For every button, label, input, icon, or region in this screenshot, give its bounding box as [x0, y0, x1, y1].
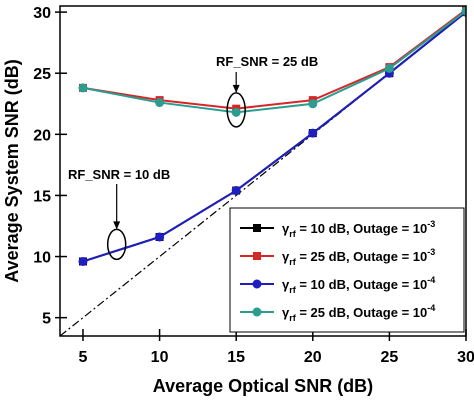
legend-label-part: -3: [427, 247, 435, 257]
y-tick-label: 30: [33, 5, 51, 22]
series-4-point: [461, 6, 466, 16]
annotation-label: RF_SNR = 10 dB: [68, 167, 170, 182]
legend-label-part: γ: [282, 249, 290, 264]
y-tick-label: 5: [42, 311, 51, 328]
series-4-point: [155, 98, 165, 108]
series-3-point: [155, 232, 165, 242]
annotation-label: RF_SNR = 25 dB: [216, 54, 318, 69]
x-tick-label: 25: [380, 349, 398, 366]
legend-label-part: -4: [427, 275, 435, 285]
plot-frame: [59, 5, 467, 337]
x-axis-title: Average Optical SNR (dB): [153, 376, 373, 396]
annotation-ellipse: [106, 228, 127, 261]
legend-swatch-marker: [253, 252, 261, 260]
legend-label-part: -4: [427, 303, 435, 313]
x-tick-label: 30: [457, 349, 474, 366]
legend-label: γrf = 25 dB, Outage = 10-3: [282, 247, 435, 267]
legend-label-part: γ: [282, 305, 290, 320]
series-4-point: [231, 107, 241, 117]
series-4-point: [384, 63, 394, 73]
legend-label-part: rf: [289, 229, 297, 239]
legend-label-part: rf: [289, 313, 297, 323]
legend-label-part: = 10 dB, Outage = 10: [296, 277, 428, 292]
series-3-point: [308, 128, 318, 138]
y-tick-label: 15: [33, 188, 51, 205]
legend-label-part: = 25 dB, Outage = 10: [296, 305, 428, 320]
y-tick-label: 20: [33, 127, 51, 144]
legend-label-part: -3: [427, 219, 435, 229]
legend-label: γrf = 10 dB, Outage = 10-4: [282, 275, 435, 295]
annotation-arrowhead: [232, 84, 240, 93]
legend-label-part: = 10 dB, Outage = 10: [296, 221, 428, 236]
y-tick-label: 25: [33, 66, 51, 83]
series-4-line: [82, 10, 466, 114]
legend-swatch-marker: [253, 224, 261, 232]
legend-label-part: = 25 dB, Outage = 10: [296, 249, 428, 264]
legend-label: γrf = 10 dB, Outage = 10-3: [282, 219, 435, 239]
y-tick-label: 10: [33, 250, 51, 267]
legend-label-part: γ: [282, 221, 290, 236]
x-tick-label: 5: [79, 349, 88, 366]
series-3-point: [78, 256, 88, 266]
series-4: [78, 6, 466, 117]
x-tick-label: 15: [227, 349, 245, 366]
legend-label: γrf = 25 dB, Outage = 10-4: [282, 303, 435, 323]
y-axis-title: Average System SNR (dB): [2, 59, 22, 282]
series-4-point: [308, 99, 318, 109]
series-3-point: [231, 186, 241, 196]
legend-label-part: rf: [289, 285, 297, 295]
legend-label-part: rf: [289, 257, 297, 267]
series-3-line: [82, 11, 466, 263]
x-tick-label: 10: [151, 349, 169, 366]
legend-swatch-marker: [252, 307, 262, 317]
legend-label-part: γ: [282, 277, 290, 292]
series-4-point: [78, 83, 88, 93]
annotation-arrowhead: [113, 221, 121, 230]
legend-swatch-marker: [252, 279, 262, 289]
x-tick-label: 20: [304, 349, 322, 366]
